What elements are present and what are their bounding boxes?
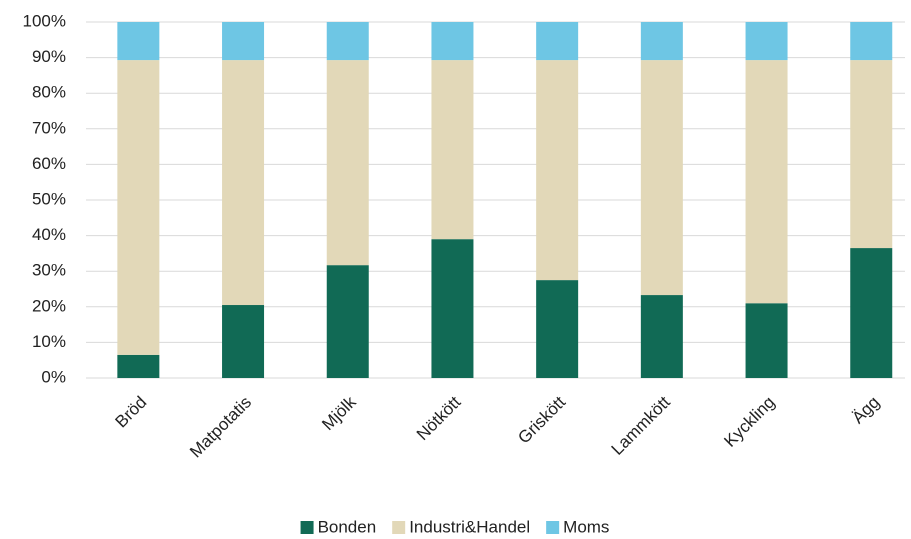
bar-segment bbox=[117, 354, 160, 378]
x-tick-label: Lammkött bbox=[608, 392, 674, 458]
bar-segment bbox=[222, 60, 265, 306]
y-tick-label: 60% bbox=[32, 154, 66, 173]
bar-segment bbox=[536, 60, 579, 281]
bar-segment bbox=[536, 280, 579, 378]
x-tick-label: Griskött bbox=[514, 392, 569, 447]
y-tick-label: 40% bbox=[32, 225, 66, 244]
bar-segment bbox=[431, 60, 474, 240]
y-tick-label: 80% bbox=[32, 83, 66, 102]
x-tick-label: Bröd bbox=[112, 393, 151, 432]
y-tick-label: 100% bbox=[23, 11, 66, 30]
bar-segment bbox=[850, 60, 893, 249]
bar-segment bbox=[431, 239, 474, 378]
y-tick-label: 20% bbox=[32, 296, 66, 315]
y-tick-label: 90% bbox=[32, 47, 66, 66]
y-tick-label: 50% bbox=[32, 189, 66, 208]
legend-swatch bbox=[392, 521, 406, 534]
bar-segment bbox=[640, 60, 683, 296]
bar-segment bbox=[117, 60, 160, 355]
bar-segment bbox=[222, 22, 265, 61]
bar-segment bbox=[640, 22, 683, 61]
legend-label: Industri&Handel bbox=[409, 517, 530, 536]
y-tick-label: 0% bbox=[41, 367, 66, 386]
bar-segment bbox=[536, 22, 579, 61]
bar-segment bbox=[745, 60, 788, 304]
bar-segment bbox=[640, 295, 683, 378]
bar-segment bbox=[850, 22, 893, 61]
bar-segment bbox=[222, 305, 265, 378]
bar-segment bbox=[431, 22, 474, 61]
legend-label: Moms bbox=[563, 517, 609, 536]
legend-label: Bonden bbox=[318, 517, 377, 536]
x-tick-label: Mjölk bbox=[318, 392, 360, 434]
bar-segment bbox=[117, 22, 160, 61]
x-tick-label: Ägg bbox=[848, 393, 883, 428]
legend-swatch bbox=[546, 521, 560, 534]
bar-segment bbox=[326, 265, 369, 378]
bar-segment bbox=[745, 303, 788, 378]
y-tick-label: 30% bbox=[32, 261, 66, 280]
y-tick-label: 10% bbox=[32, 332, 66, 351]
x-tick-label: Kyckling bbox=[720, 393, 778, 451]
bar-segment bbox=[745, 22, 788, 61]
bar-segment bbox=[326, 22, 369, 61]
bar-segment bbox=[850, 248, 893, 378]
bar-segment bbox=[326, 60, 369, 266]
x-tick-label: Nötkött bbox=[413, 392, 465, 444]
x-tick-label: Matpotatis bbox=[186, 393, 255, 462]
legend-swatch bbox=[300, 521, 314, 534]
y-tick-label: 70% bbox=[32, 118, 66, 137]
